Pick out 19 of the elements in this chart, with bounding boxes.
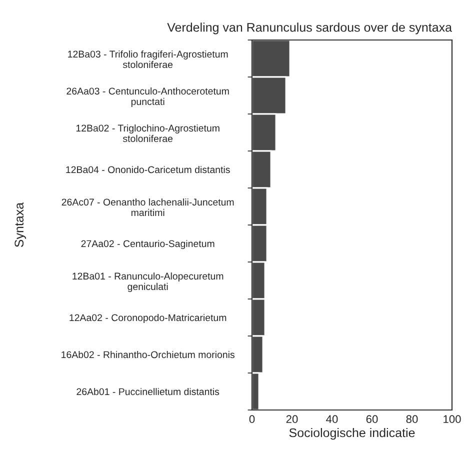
y-tick-label: 12Ba01 - Ranunculo-Alopecuretum geniculati [72, 272, 224, 292]
y-tick-label: 26Aa03 - Centunculo-Anthocerotetum punctati [66, 87, 229, 107]
y-tick-label: 16Ab02 - Rhinantho-Orchietum morionis [62, 350, 234, 358]
y-axis-title: Syntaxa [14, 202, 26, 248]
x-axis-title: Sociologische indicatie [289, 428, 415, 440]
y-tick-label: 12Ba03 - Trifolio fragiferi-Agrostietum stoloniferae [68, 50, 228, 68]
y-tick-label: 12Aa02 - Coronopodo-Matricarietum [70, 314, 226, 324]
x-tick-label: 20 [286, 415, 298, 424]
chart-title: Verdeling van Ranunculus sardous over de syntaxa [167, 22, 452, 34]
x-tick-label: 60 [366, 415, 378, 424]
y-tick-label: 26Ac07 - Oenantho lachenalii-Juncetum maritimi [62, 198, 234, 216]
x-tick-label: 80 [406, 415, 418, 424]
x-tick-label: 100 [444, 415, 461, 424]
y-tick-label: 26Ab01 - Puccinellietum distantis [76, 388, 220, 396]
x-tick-label: 0 [249, 415, 255, 424]
y-tick-label: 12Ba02 - Triglochino-Agrostietum stoloniferae [76, 124, 220, 142]
y-tick-label: 27Aa02 - Centaurio-Saginetum [81, 240, 214, 250]
x-tick-label: 40 [326, 415, 338, 424]
y-tick-label: 12Ba04 - Ononido-Caricetum distantis [66, 166, 230, 174]
